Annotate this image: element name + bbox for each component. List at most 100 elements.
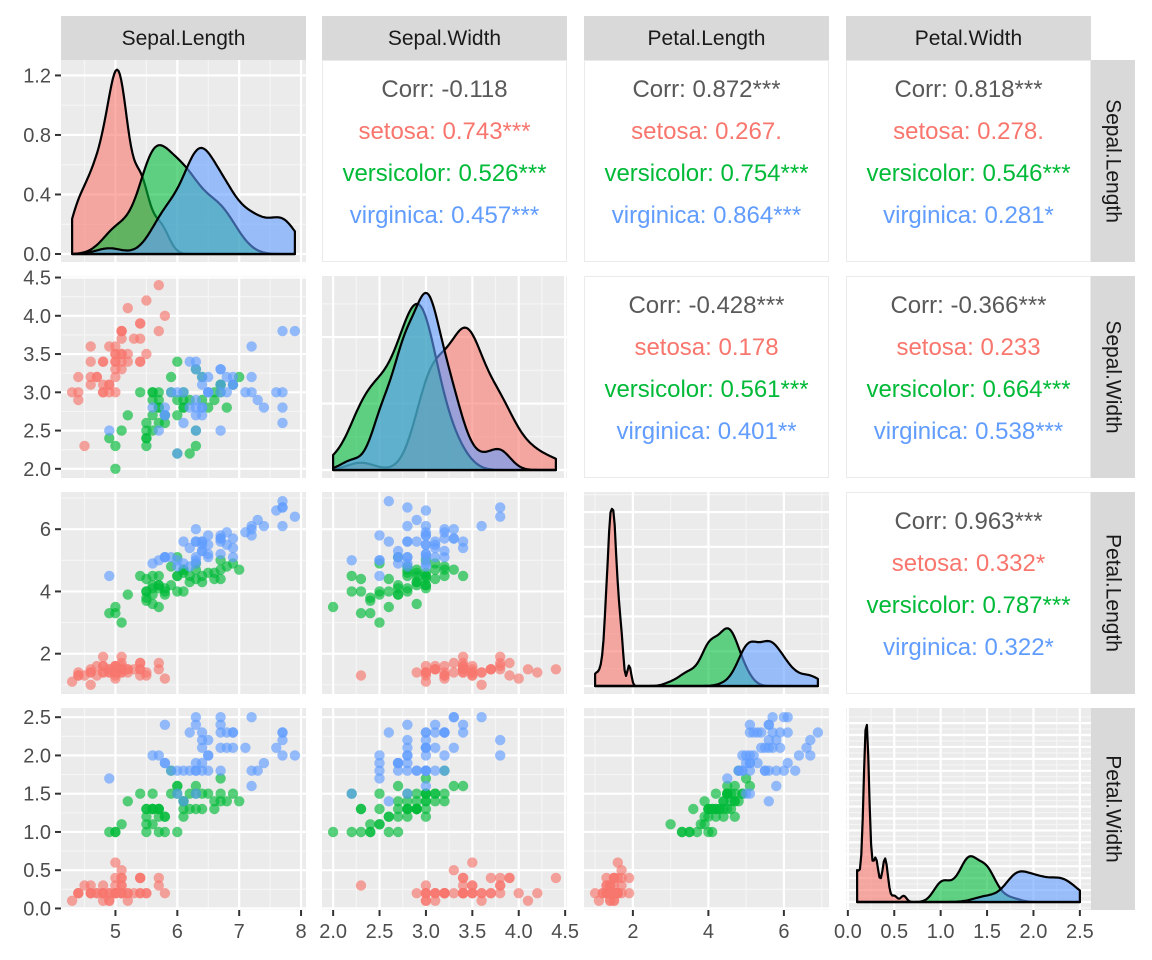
point-versicolor [153,811,164,822]
point-versicolor [430,788,441,799]
point-virginica [759,765,771,776]
point-virginica [165,387,177,398]
point-virginica [374,750,385,761]
point-versicolor [374,803,385,815]
point-virginica [402,552,413,563]
y-tick-label: 2.0 [23,745,51,767]
point-virginica [215,727,226,738]
point-virginica [196,742,208,753]
point-versicolor [122,796,133,807]
panel-1-2: Corr: -0.428*** setosa: 0.178 versicolor: … [584,276,829,478]
panel-background [846,276,1091,478]
point-versicolor [383,826,394,838]
point-setosa [420,880,432,891]
correlation-virginica: virginica: 0.401** [616,418,796,445]
point-versicolor [718,811,729,822]
point-virginica [215,548,226,560]
point-setosa [141,348,152,360]
point-versicolor [420,580,432,591]
point-virginica [104,425,115,436]
point-virginica [246,387,257,398]
point-versicolor [383,586,394,597]
point-virginica [246,341,257,352]
point-versicolor [725,796,737,807]
point-setosa [495,651,506,662]
panel-1-1 [322,276,567,478]
density-virginica [71,146,296,256]
point-virginica [457,727,469,738]
panel-2-1 [322,492,567,694]
point-setosa [457,664,469,675]
y-tick-label: 1.0 [23,822,51,844]
point-setosa [495,660,506,672]
point-versicolor [722,780,733,792]
correlation-virginica: virginica: 0.457*** [350,202,539,229]
point-virginica [737,750,748,761]
point-setosa [495,872,506,884]
point-setosa [457,888,469,899]
point-virginica [439,727,450,738]
point-virginica [374,555,385,566]
strip-row-1: Sepal.Width [1091,276,1135,478]
point-virginica [748,727,759,738]
point-virginica [420,727,432,738]
point-setosa [122,895,133,906]
point-versicolor [710,811,722,822]
point-virginica [215,712,226,723]
point-setosa [110,857,121,868]
point-virginica [277,325,288,337]
panel-background [322,60,567,262]
point-versicolor [430,573,441,585]
point-setosa [420,895,432,906]
point-setosa [485,664,497,675]
point-setosa [97,651,109,662]
point-versicolor [420,773,432,784]
correlation-setosa: setosa: 0.233 [896,334,1040,361]
point-setosa [513,673,524,684]
panel-background [584,60,829,262]
point-setosa [411,888,422,899]
point-virginica [165,765,177,776]
point-setosa [153,280,164,291]
point-setosa [110,348,121,360]
point-setosa [73,394,84,406]
point-versicolor [402,796,413,807]
point-versicolor [374,819,385,830]
point-versicolor [420,811,432,822]
point-setosa [110,387,121,398]
axes: 0.0 0.4 0.8 1.2 2.0 2.5 3.0 3.5 4.0 4.5 2 4 6 0.0 0.5 1… [23,65,1094,943]
point-setosa [513,888,524,899]
point-setosa [104,379,115,390]
point-versicolor [178,811,189,822]
point-setosa [110,364,121,375]
point-virginica [277,750,288,761]
point-virginica [215,379,226,390]
point-virginica [289,750,301,761]
point-versicolor [141,819,152,830]
point-virginica [767,712,778,723]
point-virginica [430,727,441,738]
point-setosa [532,888,543,899]
point-versicolor [110,608,121,619]
point-versicolor [703,811,714,822]
point-virginica [258,757,270,769]
panel-2-0 [61,492,306,694]
point-versicolor [346,570,357,582]
strip-label: Sepal.Length [1102,99,1125,223]
point-setosa [73,387,84,398]
panel-background [584,276,829,478]
point-versicolor [172,394,183,406]
point-setosa [128,888,140,899]
y-tick-label: 2 [40,644,51,666]
point-virginica [196,734,208,746]
correlation-overall: Corr: -0.118 [381,76,507,103]
point-versicolor [392,589,404,600]
point-versicolor [729,780,740,792]
point-setosa [550,664,562,675]
strip-background [584,16,829,60]
point-versicolor [141,433,152,444]
point-setosa [97,356,109,367]
x-tick-label: 4.0 [505,921,533,943]
point-versicolor [153,601,164,613]
point-setosa [457,872,469,884]
